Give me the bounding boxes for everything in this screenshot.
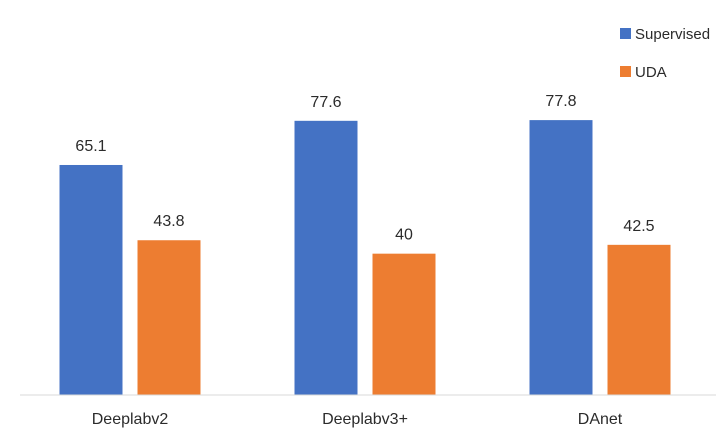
data-labels-layer: 65.1 77.6 77.8 43.8 40 42.5 — [75, 93, 654, 244]
bar-supervised-1 — [294, 120, 358, 395]
bar-uda-1 — [372, 253, 436, 395]
data-label-uda-1: 40 — [395, 227, 413, 244]
bars-layer — [59, 120, 671, 395]
x-tick-labels-layer: Deeplabv2 Deeplabv3+ DAnet — [92, 411, 623, 428]
data-label-uda-2: 42.5 — [623, 218, 654, 235]
legend-label-uda: UDA — [635, 64, 667, 81]
legend-label-supervised: Supervised — [635, 26, 710, 43]
data-label-uda-0: 43.8 — [153, 213, 184, 230]
bar-uda-0 — [137, 240, 201, 395]
legend-swatch-supervised — [620, 28, 631, 39]
data-label-supervised-1: 77.6 — [310, 94, 341, 111]
bar-uda-2 — [607, 244, 671, 395]
x-tick-label-1: Deeplabv3+ — [322, 411, 408, 428]
x-tick-label-2: DAnet — [578, 411, 623, 428]
bar-supervised-0 — [59, 164, 123, 395]
legend-swatch-uda — [620, 66, 631, 77]
data-label-supervised-2: 77.8 — [545, 93, 576, 110]
x-tick-label-0: Deeplabv2 — [92, 411, 169, 428]
legend: Supervised UDA — [620, 26, 710, 81]
bar-supervised-2 — [529, 120, 593, 395]
data-label-supervised-0: 65.1 — [75, 138, 106, 155]
